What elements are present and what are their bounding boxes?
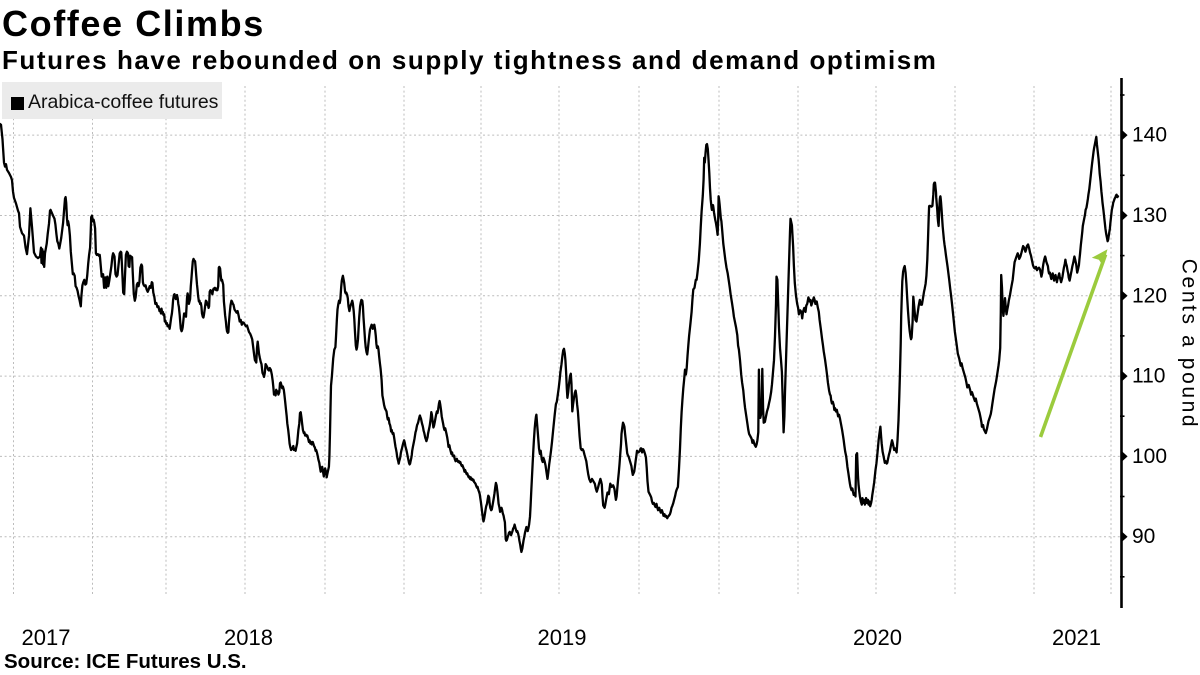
svg-text:2021: 2021 [1052,625,1101,650]
svg-text:140: 140 [1132,124,1167,147]
svg-text:130: 130 [1132,204,1167,227]
svg-text:2017: 2017 [22,625,71,650]
svg-text:100: 100 [1132,445,1167,468]
svg-text:Cents a pound: Cents a pound [1178,259,1200,429]
svg-text:2019: 2019 [538,625,587,650]
svg-text:2018: 2018 [224,625,273,650]
svg-text:90: 90 [1132,525,1155,548]
svg-text:2020: 2020 [853,625,902,650]
svg-text:110: 110 [1132,365,1165,388]
svg-text:120: 120 [1132,284,1167,307]
